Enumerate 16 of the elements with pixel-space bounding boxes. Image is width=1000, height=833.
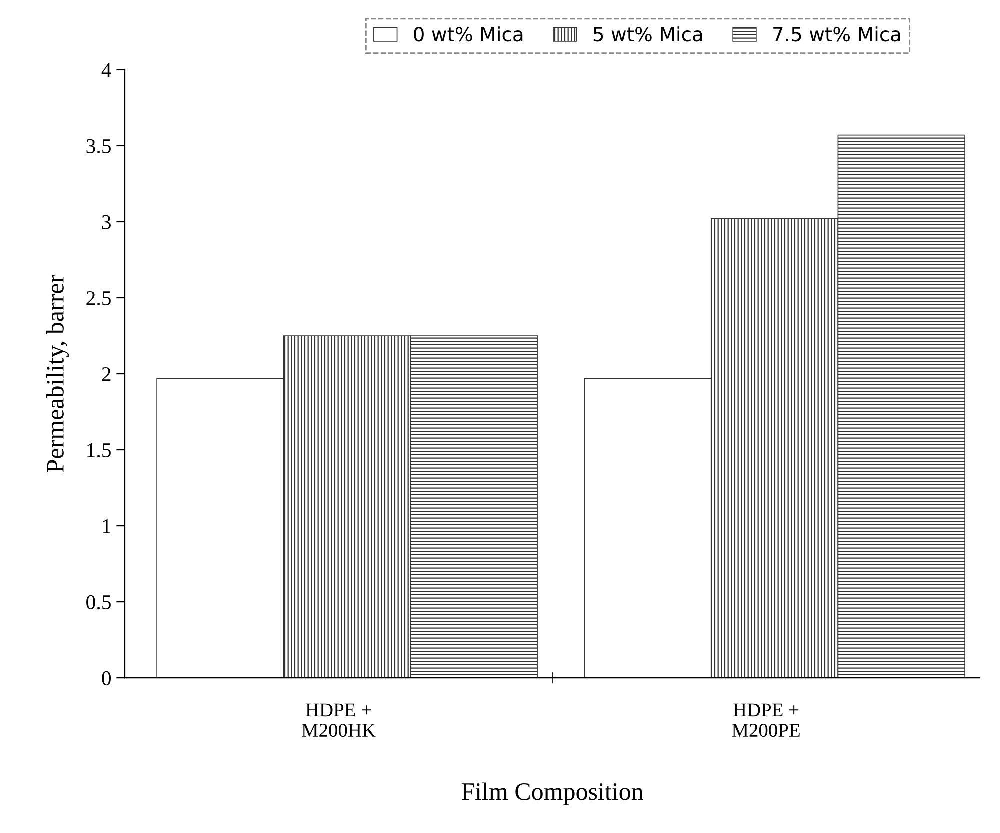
x-axis-title: Film Composition [462, 782, 644, 806]
x-tick-label: HDPE + M200HK [302, 704, 376, 738]
legend-label: 0 wt% Mica [414, 26, 523, 42]
y-tick-label: 2 [102, 367, 111, 382]
x-tick-label: HDPE + M200PE [732, 704, 800, 738]
y-tick-label: 0.5 [86, 595, 111, 610]
y-tick-label: 4 [102, 63, 112, 78]
legend-label: 7.5 wt% Mica [774, 26, 900, 42]
legend-label: 5 wt% Mica [594, 26, 702, 42]
y-tick-label: 0 [102, 671, 112, 686]
y-axis-title: Permeability, barrer [46, 275, 70, 472]
y-tick-label: 2.5 [86, 291, 111, 306]
y-tick-label: 1 [103, 520, 111, 534]
y-tick-label: 3 [102, 215, 111, 230]
y-tick-label: 3.5 [86, 139, 111, 154]
y-tick-label: 1.5 [88, 444, 111, 458]
